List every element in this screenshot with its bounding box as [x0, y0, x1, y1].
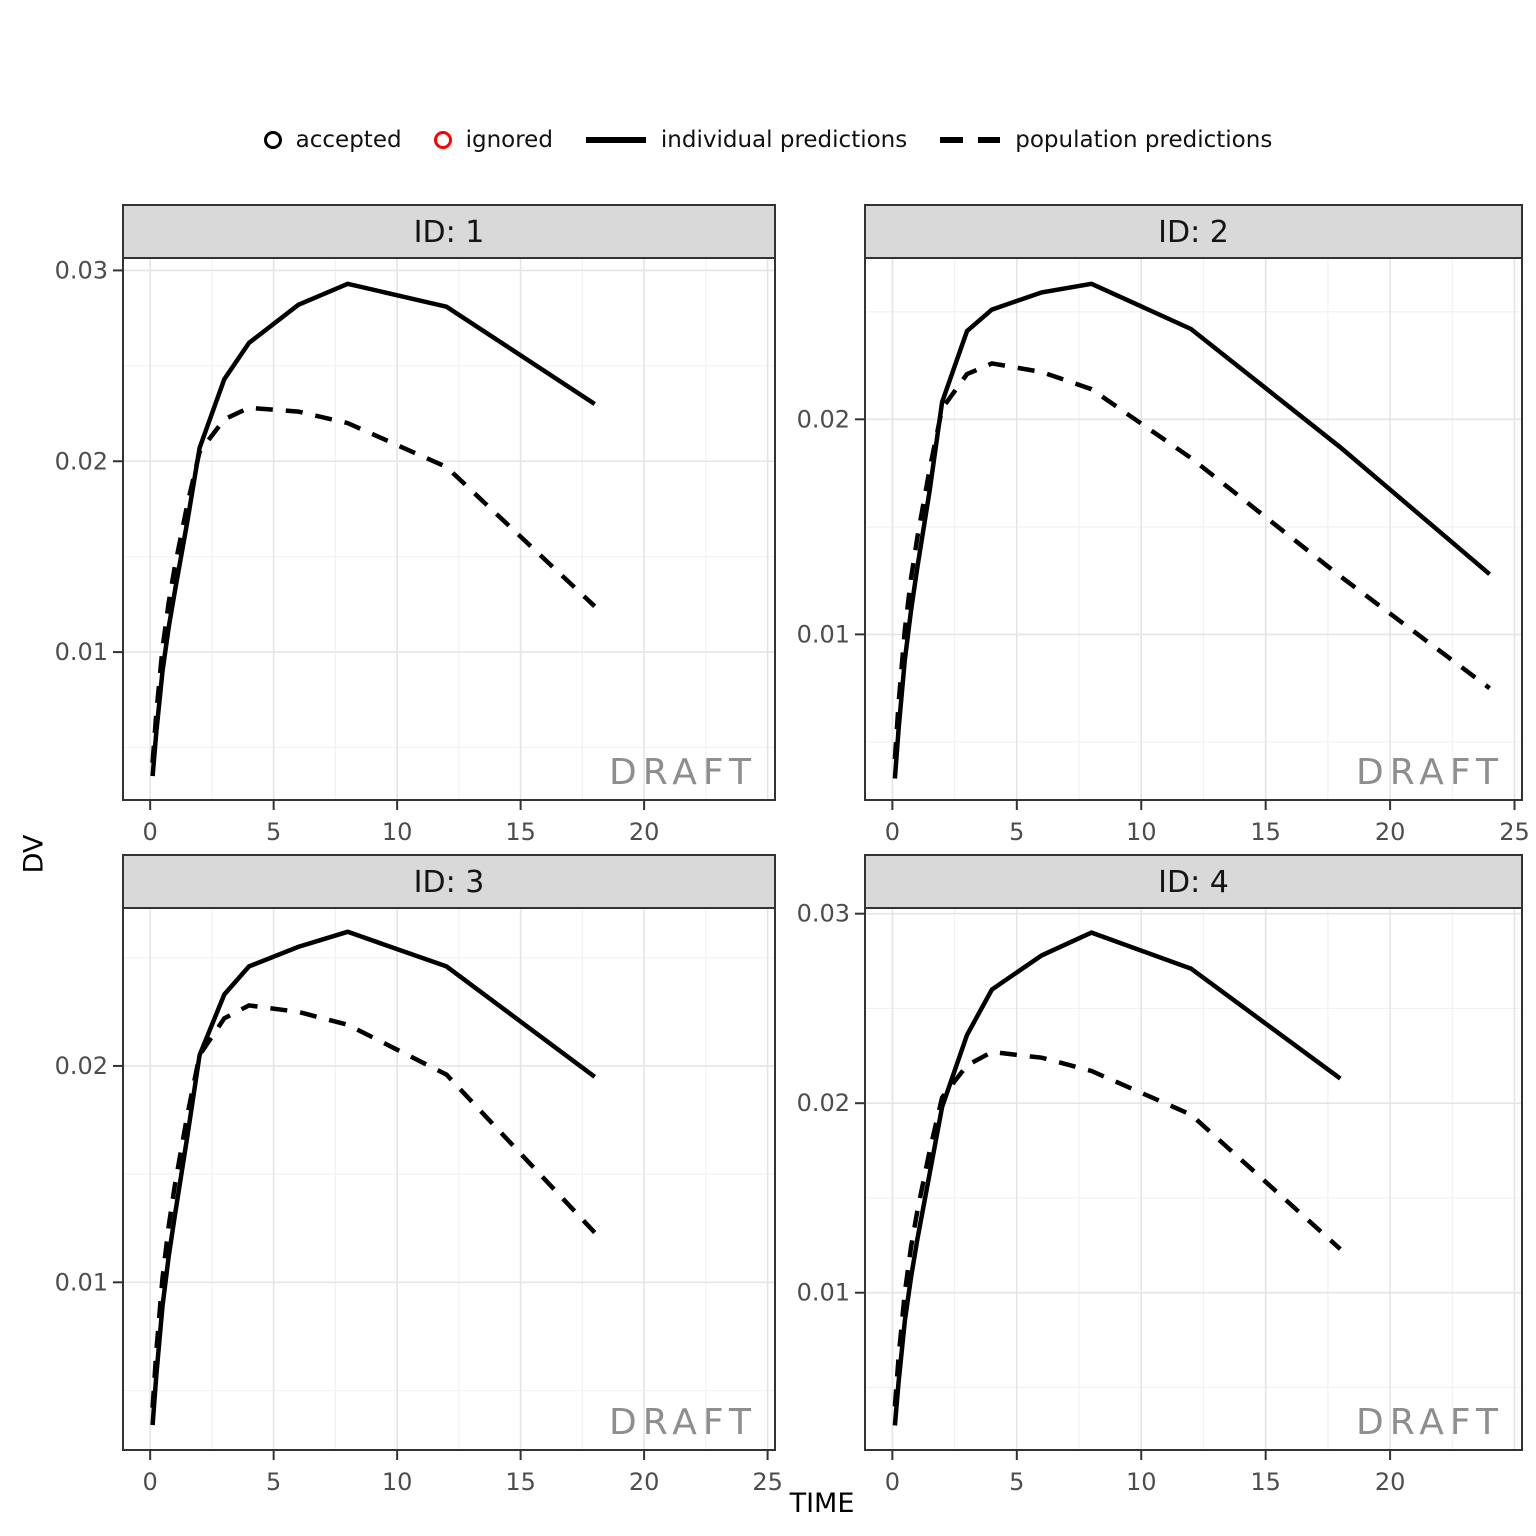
- y-axis-title: DV: [18, 834, 50, 874]
- legend-item-individual-predictions: individual predictions: [585, 127, 907, 153]
- x-tick-label: 0: [885, 1468, 900, 1496]
- legend-label: population predictions: [1015, 127, 1273, 153]
- draft-watermark: DRAFT: [609, 1402, 757, 1443]
- panel-background: [123, 258, 775, 800]
- x-tick-label: 10: [382, 1468, 413, 1496]
- x-tick-label: 15: [1250, 818, 1281, 846]
- y-tick-label: 0.03: [55, 256, 108, 284]
- y-tick-label: 0.01: [797, 1279, 850, 1307]
- x-tick-label: 20: [629, 818, 660, 846]
- x-tick-label: 10: [382, 818, 413, 846]
- draft-watermark: DRAFT: [1356, 752, 1504, 793]
- axis-ticks: 0 5 10 15 20 0.01 0.02 0.03: [797, 900, 1406, 1496]
- x-tick-label: 10: [1126, 818, 1157, 846]
- legend-label: ignored: [465, 127, 553, 153]
- population-predictions-line: [892, 361, 1491, 760]
- x-tick-label: 15: [505, 1468, 536, 1496]
- facet-strip-label: ID: 1: [414, 215, 485, 250]
- axis-ticks: 0 5 10 15 20 25 0.01 0.02: [55, 1052, 783, 1496]
- draft-watermark: DRAFT: [1356, 1402, 1504, 1443]
- x-tick-label: 20: [1375, 1468, 1406, 1496]
- individual-predictions-line: [892, 281, 1492, 779]
- facet-strip: [864, 204, 1523, 259]
- facet-strip: [122, 854, 776, 909]
- legend: accepted ignored individual predictions pop…: [0, 116, 1536, 164]
- y-tick-label: 0.02: [55, 447, 108, 475]
- gridlines: [865, 258, 1522, 800]
- x-tick-label: 25: [1499, 818, 1530, 846]
- individual-predictions-line-swatch-icon: [585, 137, 646, 143]
- facet-panel-4: DRAFT ID: 4 0 5 10 15 20 0.01 0.02 0.03: [797, 854, 1523, 1496]
- axis-ticks: 0 5 10 15 20 25 0.01 0.02: [797, 405, 1530, 846]
- y-tick-label: 0.03: [797, 900, 850, 928]
- panel-background: [865, 258, 1522, 800]
- x-tick-label: 15: [1250, 1468, 1281, 1496]
- x-tick-label: 15: [505, 818, 536, 846]
- x-tick-label: 20: [629, 1468, 660, 1496]
- y-tick-label: 0.02: [797, 405, 850, 433]
- panel-background: [123, 908, 775, 1450]
- facet-panel-3: DRAFT ID: 3 0 5 10 15 20 25 0.01 0.02: [55, 854, 783, 1496]
- x-axis-title: TIME: [789, 1488, 855, 1519]
- legend-item-accepted: accepted: [263, 127, 402, 153]
- facet-panel-1: DRAFT ID: 1 0 5 10 15 20 0.01 0.02 0.03: [55, 204, 776, 846]
- legend-label: accepted: [295, 127, 402, 153]
- facet-strip-label: ID: 4: [1158, 865, 1229, 900]
- y-tick-label: 0.01: [55, 1268, 108, 1296]
- accepted-point-marker-icon: [263, 131, 282, 149]
- x-tick-label: 10: [1126, 1468, 1157, 1496]
- axis-ticks: 0 5 10 15 20 0.01 0.02 0.03: [55, 256, 660, 846]
- facet-strip-label: ID: 2: [1158, 215, 1229, 250]
- legend-item-population-predictions: population predictions: [939, 127, 1272, 153]
- gridlines: [123, 908, 775, 1450]
- facet-strip: [122, 204, 776, 259]
- legend-label: individual predictions: [660, 127, 908, 153]
- x-tick-label: 0: [885, 818, 900, 846]
- individual-predictions-line: [892, 930, 1342, 1426]
- y-tick-label: 0.02: [797, 1089, 850, 1117]
- x-tick-label: 5: [1009, 1468, 1024, 1496]
- population-predictions-line-swatch-icon: [940, 137, 1001, 143]
- individual-predictions-line: [150, 929, 597, 1426]
- legend-item-ignored: ignored: [433, 127, 553, 153]
- y-tick-label: 0.01: [55, 638, 108, 666]
- panel-background: [865, 908, 1522, 1450]
- ignored-point-marker-icon: [433, 131, 452, 149]
- gridlines: [123, 258, 775, 800]
- x-tick-label: 5: [266, 818, 281, 846]
- x-tick-label: 5: [1009, 818, 1024, 846]
- population-predictions-line: [150, 1003, 597, 1408]
- y-tick-label: 0.01: [797, 620, 850, 648]
- draft-watermark: DRAFT: [609, 752, 757, 793]
- x-tick-label: 0: [143, 1468, 158, 1496]
- x-tick-label: 20: [1375, 818, 1406, 846]
- x-tick-label: 25: [752, 1468, 783, 1496]
- population-predictions-line: [892, 1049, 1342, 1407]
- facet-strip-label: ID: 3: [414, 865, 485, 900]
- gridlines: [865, 908, 1522, 1450]
- x-tick-label: 5: [266, 1468, 281, 1496]
- facet-strip: [864, 854, 1523, 909]
- facet-panel-2: DRAFT ID: 2 0 5 10 15 20 25 0.01 0.02: [797, 204, 1530, 846]
- x-tick-label: 0: [143, 818, 158, 846]
- individual-predictions-line: [150, 281, 596, 777]
- y-tick-label: 0.02: [55, 1052, 108, 1080]
